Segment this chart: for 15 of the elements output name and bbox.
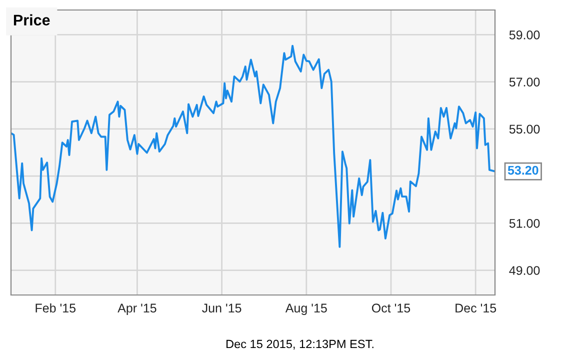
y-tick-label: 51.00 <box>509 218 540 228</box>
x-tick-label: Apr '15 <box>118 304 156 315</box>
x-tick-label: Aug '15 <box>285 304 327 315</box>
y-tick-label: 55.00 <box>509 124 540 134</box>
text: Dec 15 2015, 12:13PM EST. <box>226 340 374 350</box>
y-tick-label: 57.00 <box>509 78 540 86</box>
x-tick-label: Feb '15 <box>36 303 76 313</box>
annotation: 53.20 <box>508 166 538 175</box>
x-tick-label: Jun '15 <box>202 304 242 313</box>
line-series <box>11 44 495 248</box>
x-tick-label: Oct '15 <box>372 304 410 313</box>
x-tick-label: Dec '15 <box>456 304 496 313</box>
y-tick-label: 59.00 <box>509 30 540 40</box>
y-tick-label: 49.00 <box>509 266 540 275</box>
chart-title: Price <box>14 14 50 26</box>
